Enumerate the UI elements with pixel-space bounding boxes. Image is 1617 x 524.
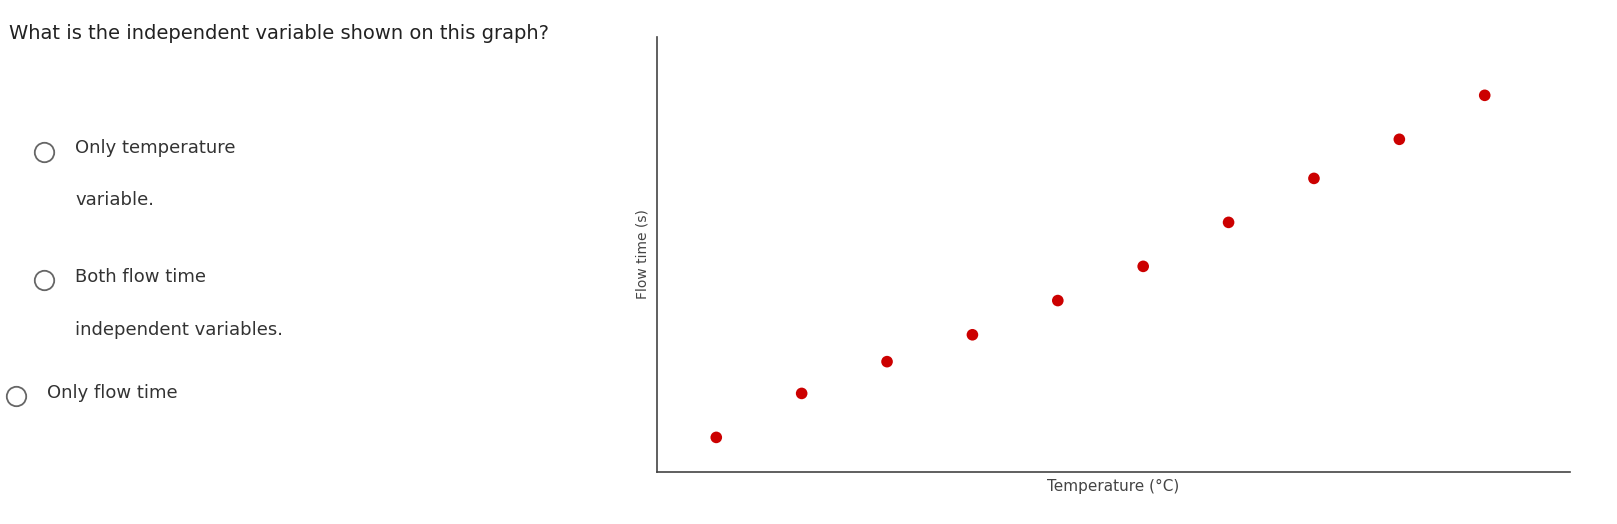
Text: variable.: variable. bbox=[76, 191, 155, 209]
Text: (°C): (°C) bbox=[859, 139, 906, 163]
Y-axis label: Flow time (s): Flow time (s) bbox=[635, 209, 650, 299]
Point bbox=[703, 433, 729, 442]
Point bbox=[959, 331, 985, 339]
Point bbox=[789, 389, 815, 398]
Point bbox=[1216, 218, 1242, 226]
Point bbox=[1386, 135, 1412, 144]
Text: is the independent variable.: is the independent variable. bbox=[920, 384, 1179, 401]
Point bbox=[1045, 297, 1070, 305]
Point bbox=[1302, 174, 1328, 182]
Text: is the independent: is the independent bbox=[1100, 139, 1276, 157]
Point bbox=[1471, 91, 1497, 100]
Text: Both flow time: Both flow time bbox=[76, 268, 212, 286]
Text: Only temperature: Only temperature bbox=[76, 139, 243, 157]
Point bbox=[1130, 262, 1156, 270]
X-axis label: Temperature (°C): Temperature (°C) bbox=[1048, 478, 1179, 494]
Text: independent variables.: independent variables. bbox=[76, 321, 283, 339]
Text: and temperature: and temperature bbox=[948, 268, 1112, 286]
Text: Only flow time: Only flow time bbox=[47, 384, 184, 401]
Text: (s): (s) bbox=[766, 268, 797, 292]
Text: (s): (s) bbox=[739, 384, 770, 408]
Point bbox=[875, 357, 901, 366]
Text: What is the independent variable shown on this graph?: What is the independent variable shown o… bbox=[8, 24, 548, 42]
